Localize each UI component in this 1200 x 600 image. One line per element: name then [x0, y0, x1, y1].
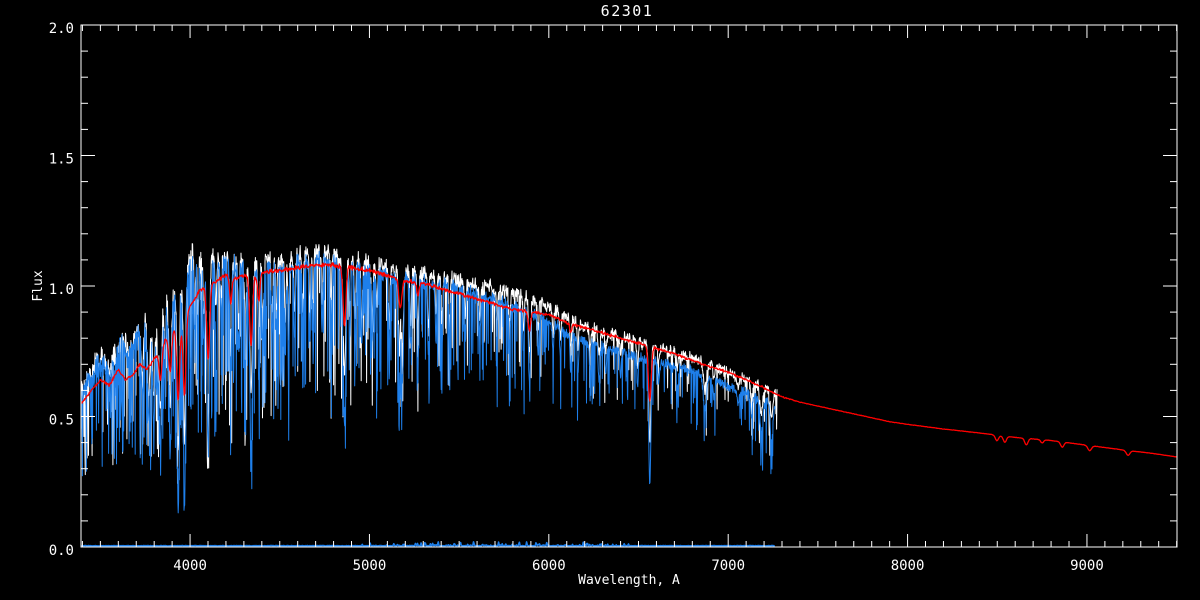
x-tick-label: 5000	[353, 558, 387, 574]
y-tick-label: 2.0	[49, 21, 74, 37]
y-tick-label: 0.5	[49, 413, 74, 429]
plot-title: 62301	[601, 2, 654, 20]
x-tick-label: 6000	[532, 558, 566, 574]
y-axis-label: Flux	[31, 270, 46, 301]
y-tick-label: 1.5	[49, 152, 74, 168]
spectra-layer	[81, 243, 1177, 547]
y-tick-label: 0.0	[49, 543, 74, 559]
y-tick-label: 1.0	[49, 282, 74, 298]
x-tick-label: 7000	[711, 558, 745, 574]
plot-border	[80, 24, 1178, 548]
series-noise-floor-blue	[81, 541, 775, 547]
axes-layer: 4000 5000 6000 7000 8000 9000 0.0 0.5 1.0 1.5 2.0	[49, 21, 1178, 574]
series-observed-spectrum-blue	[81, 250, 776, 514]
x-tick-label: 9000	[1070, 558, 1104, 574]
x-axis-label: Wavelength, A	[578, 573, 680, 588]
series-model-fit-red	[81, 262, 1177, 458]
x-tick-label: 4000	[173, 558, 207, 574]
x-tick-label: 8000	[891, 558, 925, 574]
